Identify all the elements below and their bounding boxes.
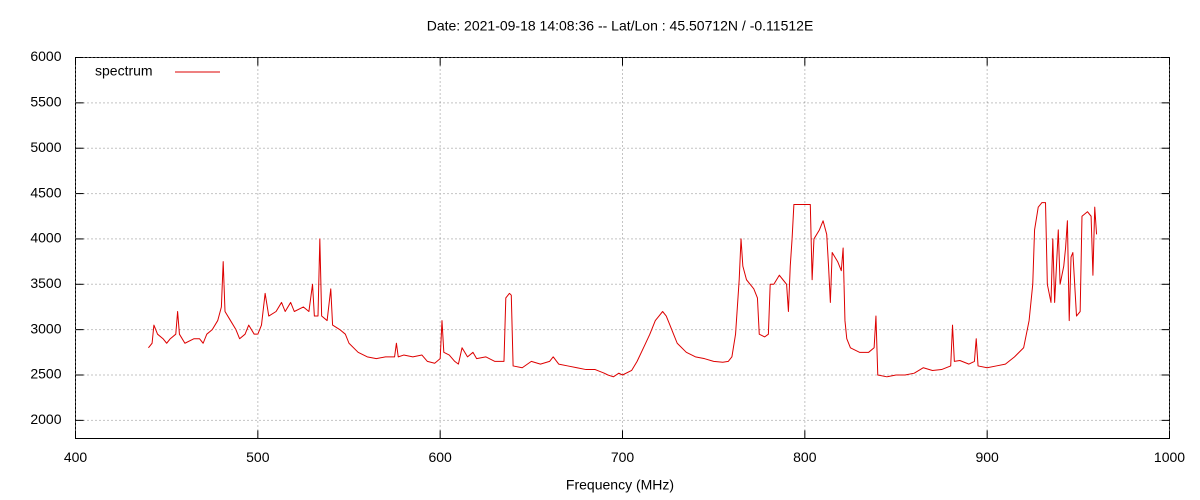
y-tick-label: 3500 <box>30 275 61 291</box>
chart-title: Date: 2021-09-18 14:08:36 -- Lat/Lon : 4… <box>427 18 814 34</box>
x-tick-label: 600 <box>428 449 452 465</box>
x-tick-label: 500 <box>246 449 270 465</box>
y-tick-label: 5500 <box>30 94 61 110</box>
y-tick-label: 4500 <box>30 184 61 200</box>
x-tick-label: 900 <box>975 449 999 465</box>
y-tick-label: 5000 <box>30 139 61 155</box>
y-tick-label: 6000 <box>30 48 61 64</box>
series-line <box>148 202 1098 378</box>
y-tick-label: 4000 <box>30 230 61 246</box>
x-tick-label: 400 <box>64 449 88 465</box>
x-tick-label: 1000 <box>1154 449 1185 465</box>
legend-label: spectrum <box>95 63 153 79</box>
x-tick-label: 800 <box>793 449 817 465</box>
plot-frame <box>75 57 1170 439</box>
y-tick-label: 3000 <box>30 320 61 336</box>
x-tick-label: 700 <box>611 449 635 465</box>
x-axis-label: Frequency (MHz) <box>566 477 674 493</box>
y-tick-label: 2000 <box>30 411 61 427</box>
y-tick-label: 2500 <box>30 366 61 382</box>
